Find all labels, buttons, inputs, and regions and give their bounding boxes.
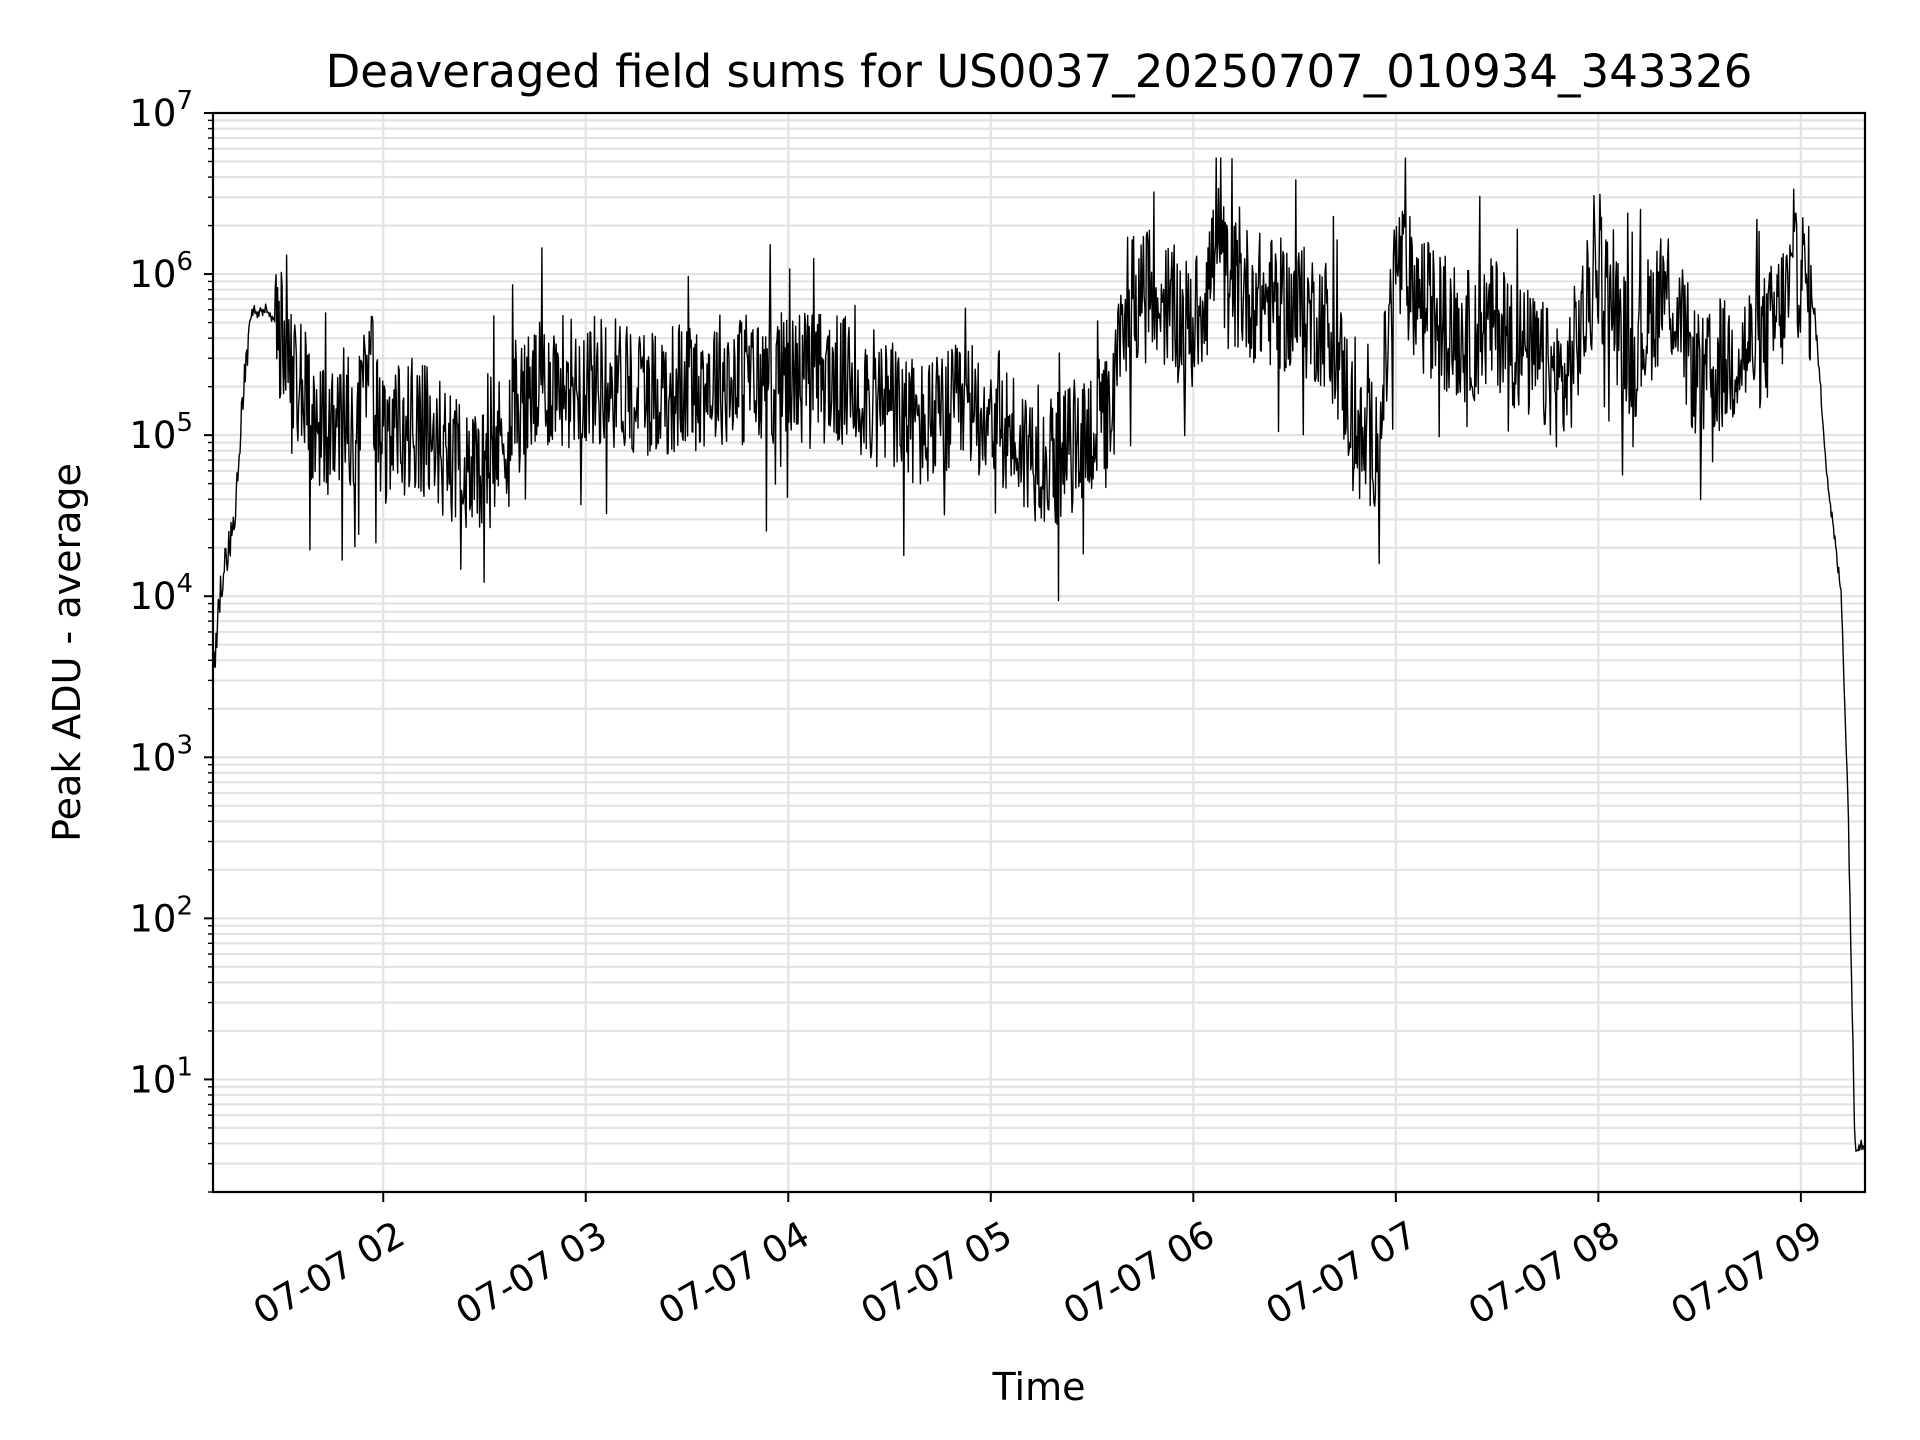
y-tick-label: 103 [129, 730, 193, 779]
plot-frame [211, 111, 1867, 1194]
series-line [212, 157, 1866, 1153]
y-tick-label: 105 [129, 408, 193, 457]
series-layer [212, 157, 1866, 1153]
y-tick-label: 104 [129, 569, 193, 618]
y-tick-label: 106 [129, 247, 193, 296]
y-tick-label: 101 [129, 1052, 193, 1101]
y-tick-label: 102 [129, 891, 193, 940]
y-axis-label: Peak ADU - average [45, 463, 89, 842]
y-tick-label: 107 [129, 86, 193, 135]
x-axis-label: Time [992, 1365, 1086, 1409]
chart-title: Deaveraged field sums for US0037_2025070… [326, 45, 1753, 98]
